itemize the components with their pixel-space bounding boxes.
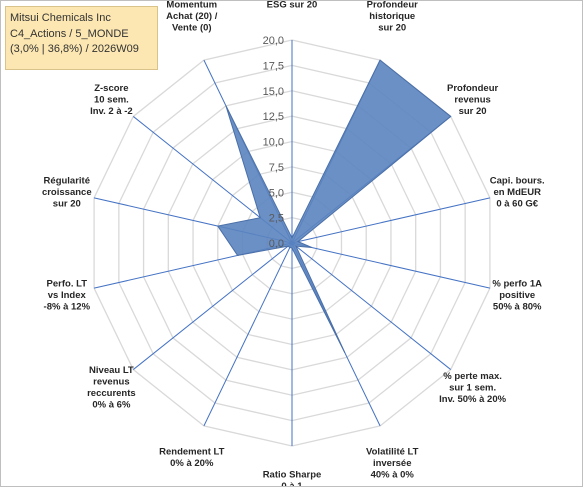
data-series-area bbox=[216, 59, 452, 353]
axis-label: Momentum Achat (20) / Vente (0) bbox=[166, 1, 218, 33]
axis-label: Ratio Sharpe0 à 1 bbox=[263, 469, 322, 486]
company-name: Mitsui Chemicals Inc bbox=[10, 12, 111, 24]
tick-label: 7,5 bbox=[269, 162, 284, 174]
tick-label: 10,0 bbox=[263, 137, 284, 149]
axis-spoke bbox=[291, 242, 491, 289]
axis-label: Capi. bours. en MdEUR 0 à 60 G€ bbox=[490, 176, 545, 210]
tick-label: 2,5 bbox=[269, 213, 284, 225]
tick-label: 5,0 bbox=[269, 187, 284, 199]
axis-label: % perfo 1A positive 50% à 80% bbox=[492, 278, 542, 312]
period-info: (3,0% | 36,8%) / 2026W09 bbox=[10, 43, 139, 55]
title-box: Mitsui Chemicals Inc C4_Actions / 5_MOND… bbox=[5, 6, 158, 70]
tick-label: 0,0 bbox=[269, 238, 284, 250]
portfolio-name: C4_Actions / 5_MONDE bbox=[10, 27, 129, 40]
axis-spoke bbox=[203, 242, 293, 427]
tick-label: 15,0 bbox=[263, 86, 284, 98]
tick-label: 17,5 bbox=[263, 60, 284, 72]
axis-label: Z-score 10 sem. Inv. 2 à -2 bbox=[90, 83, 133, 117]
tick-label: 12,5 bbox=[263, 111, 284, 123]
tick-label: 20,0 bbox=[263, 35, 284, 47]
axis-label: Niveau LT revenus reccurents 0% à 6% bbox=[87, 365, 136, 411]
axis-spoke bbox=[291, 197, 491, 244]
axis-label: Régularité croissance sur 20 bbox=[42, 176, 92, 210]
axis-label: Perfo. LT vs Index -8% à 12% bbox=[44, 278, 91, 312]
axis-spoke bbox=[132, 242, 293, 370]
axis-spoke bbox=[291, 242, 452, 370]
axis-label: NoteESG sur 20 bbox=[267, 1, 318, 10]
axis-label: Profondeur historique sur 20 bbox=[367, 1, 418, 33]
axis-label: Volatilité LT inversée 40% à 0% bbox=[366, 447, 419, 481]
axis-label: Rendement LT 0% à 20% bbox=[159, 447, 224, 470]
axis-label: Profondeur revenus sur 20 bbox=[447, 83, 498, 117]
axis-label: % perte max. sur 1 sem. Inv. 50% à 20% bbox=[439, 371, 506, 405]
